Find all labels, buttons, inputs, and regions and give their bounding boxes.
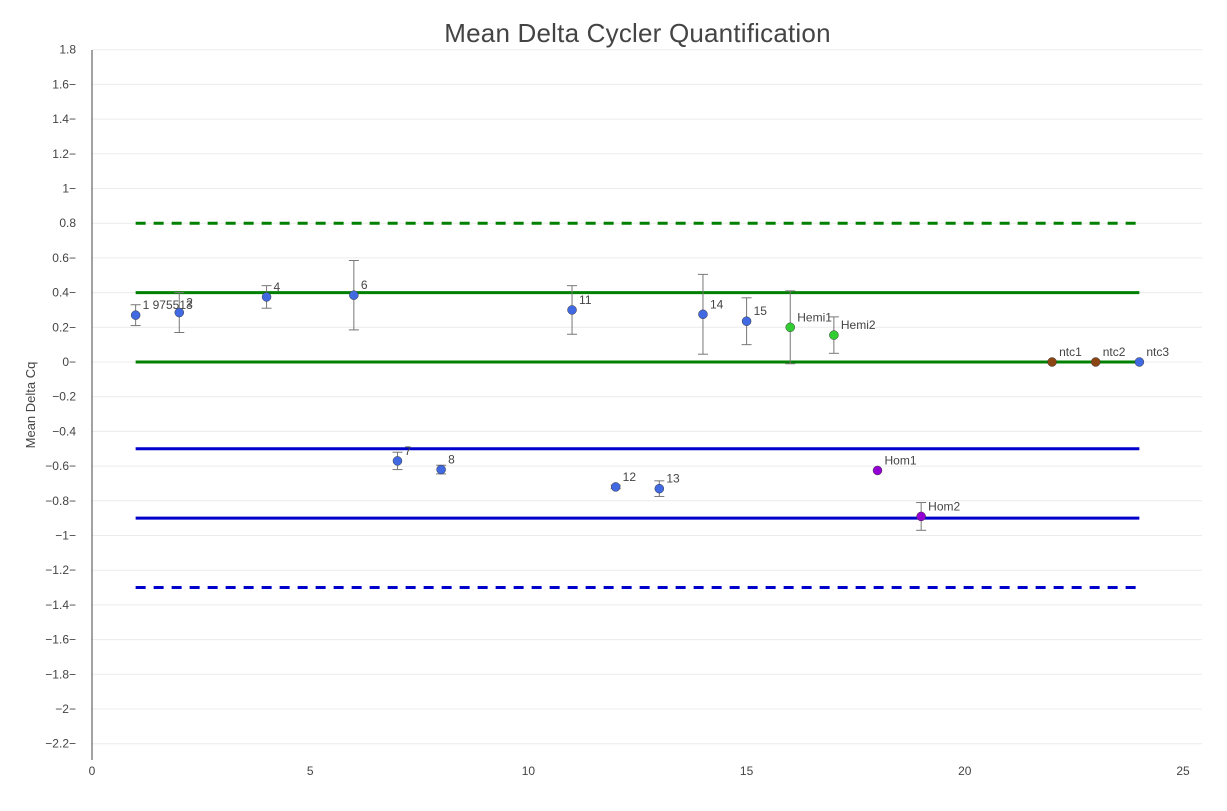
point-label: ntc3: [1146, 345, 1169, 359]
x-tick-label: 25: [1176, 764, 1190, 778]
data-point: [610, 482, 621, 492]
data-point: [567, 305, 577, 315]
point-label: 12: [623, 470, 637, 484]
point-label: 6: [361, 278, 368, 292]
point-label: 8: [448, 453, 455, 467]
y-tick-label: −0.2: [52, 390, 76, 404]
y-tick-label: −0.4: [52, 424, 76, 438]
y-tick-label: 1.6−: [52, 77, 76, 91]
data-point: [654, 483, 665, 494]
y-tick-label: 0.8: [59, 216, 76, 230]
y-axis-title: Mean Delta Cq: [23, 362, 38, 449]
y-tick-label: −2−: [55, 702, 76, 716]
y-tick-label: −1.8−: [45, 667, 76, 681]
point-label: Hom2: [928, 499, 960, 513]
x-tick-label: 20: [958, 764, 972, 778]
data-point: [174, 307, 185, 318]
x-tick-label: 10: [522, 764, 536, 778]
point-label: 7: [404, 444, 411, 458]
chart-title: Mean Delta Cycler Quantification: [444, 18, 831, 48]
y-tick-label: 0.6−: [52, 251, 76, 265]
y-tick-label: 1.4−: [52, 112, 76, 126]
data-point: [392, 456, 403, 466]
data-point: [916, 511, 926, 522]
point-label: Hemi1: [797, 310, 832, 324]
y-tick-label: 0−: [62, 355, 76, 369]
y-tick-label: 1−: [62, 182, 76, 196]
x-tick-label: 0: [89, 764, 96, 778]
point-label: 14: [710, 297, 724, 311]
y-tick-label: −1.4−: [45, 598, 76, 612]
data-point: [872, 465, 883, 476]
data-point: [741, 316, 752, 326]
y-tick-label: 0.4−: [52, 286, 76, 300]
point-label: 4: [274, 280, 281, 294]
point-label: 15: [754, 304, 768, 318]
x-tick-label: 5: [307, 764, 314, 778]
data-point: [349, 290, 359, 300]
data-point: [436, 464, 446, 475]
y-tick-label: −1.2−: [45, 563, 76, 577]
point-label: 2: [186, 296, 193, 310]
data-point: [829, 330, 839, 340]
y-tick-label: −2.2−: [45, 737, 76, 751]
point-label: 13: [666, 472, 680, 486]
data-point: [261, 292, 272, 302]
point-label: Hom1: [885, 453, 917, 467]
data-point: [1134, 357, 1145, 367]
y-tick-label: −0.6−: [45, 459, 76, 473]
y-tick-label: −1.6−: [45, 633, 76, 647]
y-tick-label: −1−: [55, 529, 76, 543]
data-point: [698, 309, 708, 320]
y-tick-label: 0.2−: [52, 320, 76, 334]
y-tick-label: −0.8−: [45, 494, 76, 508]
data-point: [785, 322, 795, 333]
y-tick-label: 1.8: [59, 43, 76, 57]
x-tick-label: 15: [740, 764, 754, 778]
data-point: [130, 310, 141, 320]
point-label: 11: [579, 293, 592, 307]
data-point: [1047, 357, 1057, 367]
data-point: [1090, 357, 1101, 367]
point-label: ntc1: [1059, 345, 1082, 359]
y-tick-label: 1.2−: [52, 147, 76, 161]
point-label: ntc2: [1103, 345, 1126, 359]
point-label: Hemi2: [841, 318, 876, 332]
